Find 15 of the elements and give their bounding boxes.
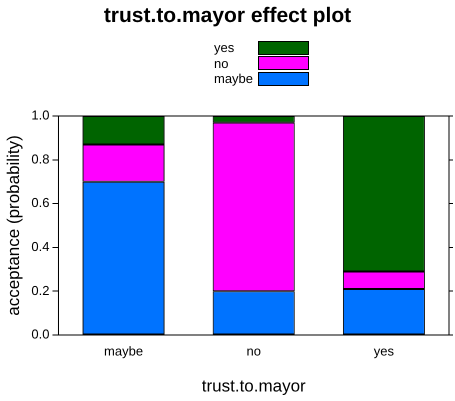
y-tick-label: 0.6: [31, 195, 50, 210]
x-tick-label: no: [246, 343, 261, 358]
x-tick-label: yes: [374, 343, 395, 358]
x-tick-label: maybe: [104, 343, 144, 358]
y-tick-label: 0.2: [31, 282, 50, 298]
legend-label: maybe: [214, 71, 254, 86]
y-tick-label: 0.4: [31, 238, 50, 254]
y-tick-label: 1.0: [31, 108, 50, 123]
y-tick-label: 0.8: [31, 151, 50, 166]
y-tick-label: 0.0: [31, 326, 50, 342]
legend-label: yes: [214, 40, 236, 56]
y-axis-title: acceptance (probability): [4, 135, 23, 316]
legend-label: no: [214, 56, 230, 71]
chart-title: trust.to.mayor effect plot: [102, 4, 352, 28]
x-axis-title: trust.to.mayor: [202, 376, 306, 396]
